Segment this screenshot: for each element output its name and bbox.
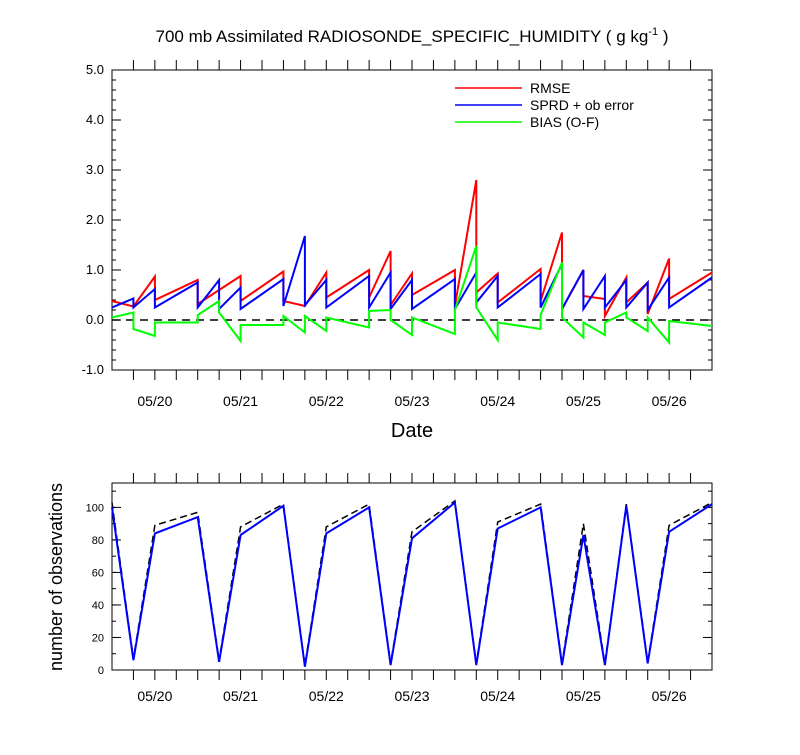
y-tick-label: -1.0: [82, 362, 104, 377]
top-chart-title: 700 mb Assimilated RADIOSONDE_SPECIFIC_H…: [156, 26, 669, 46]
legend-label-rmse: RMSE: [530, 80, 570, 96]
x-tick-label: 05/22: [309, 393, 344, 409]
x-tick-label: 05/26: [652, 688, 687, 704]
y-tick-label: 3.0: [86, 162, 104, 177]
x-tick-label: 05/25: [566, 688, 601, 704]
bottom-xticks: 05/20 05/21 05/22 05/23 05/24 05/25 05/26: [132, 473, 692, 704]
series-line-possible-observations: [111, 499, 713, 666]
top-yticks: -1.0 0.0 1.0 2.0 3.0 4.0 5.0: [82, 62, 712, 377]
y-tick-label: 1.0: [86, 262, 104, 277]
x-tick-label: 05/21: [223, 688, 258, 704]
legend: RMSE SPRD + ob error BIAS (O-F): [455, 80, 634, 130]
y-tick-label: 4.0: [86, 112, 104, 127]
x-tick-label: 05/23: [394, 688, 429, 704]
y-tick-label: 100: [86, 502, 104, 514]
x-tick-label: 05/24: [480, 688, 515, 704]
top-xticks: 05/20 05/21 05/22 05/23 05/24 05/25 05/26: [132, 60, 692, 409]
series-line-bias-o-f-: [111, 245, 713, 346]
y-tick-label: 40: [92, 600, 104, 612]
y-tick-label: 2.0: [86, 212, 104, 227]
top-xlabel: Date: [391, 420, 433, 442]
y-tick-label: 5.0: [86, 62, 104, 77]
y-tick-label: 60: [92, 567, 104, 579]
series-line-assimilated-observations: [111, 500, 713, 667]
x-tick-label: 05/20: [137, 393, 172, 409]
x-tick-label: 05/25: [566, 393, 601, 409]
y-tick-label: 20: [92, 632, 104, 644]
series-line-sprd-ob-error: [111, 235, 713, 314]
x-tick-label: 05/21: [223, 393, 258, 409]
x-tick-label: 05/22: [309, 688, 344, 704]
bottom-plot-frame: [111, 482, 713, 671]
y-tick-label: 80: [92, 535, 104, 547]
x-tick-label: 05/20: [137, 688, 172, 704]
top-chart: 700 mb Assimilated RADIOSONDE_SPECIFIC_H…: [82, 26, 713, 442]
x-tick-label: 05/26: [652, 393, 687, 409]
y-tick-label: 0: [98, 665, 104, 677]
bottom-ylabel: number of observations: [46, 483, 66, 671]
legend-label-sprd: SPRD + ob error: [530, 97, 634, 113]
y-tick-label: 0.0: [86, 312, 104, 327]
legend-label-bias: BIAS (O-F): [530, 114, 599, 130]
x-tick-label: 05/24: [480, 393, 515, 409]
top-lines: [111, 179, 713, 346]
bottom-yticks: 0 20 40 60 80 100: [86, 490, 712, 677]
x-tick-label: 05/23: [394, 393, 429, 409]
bottom-lines: [111, 499, 713, 667]
